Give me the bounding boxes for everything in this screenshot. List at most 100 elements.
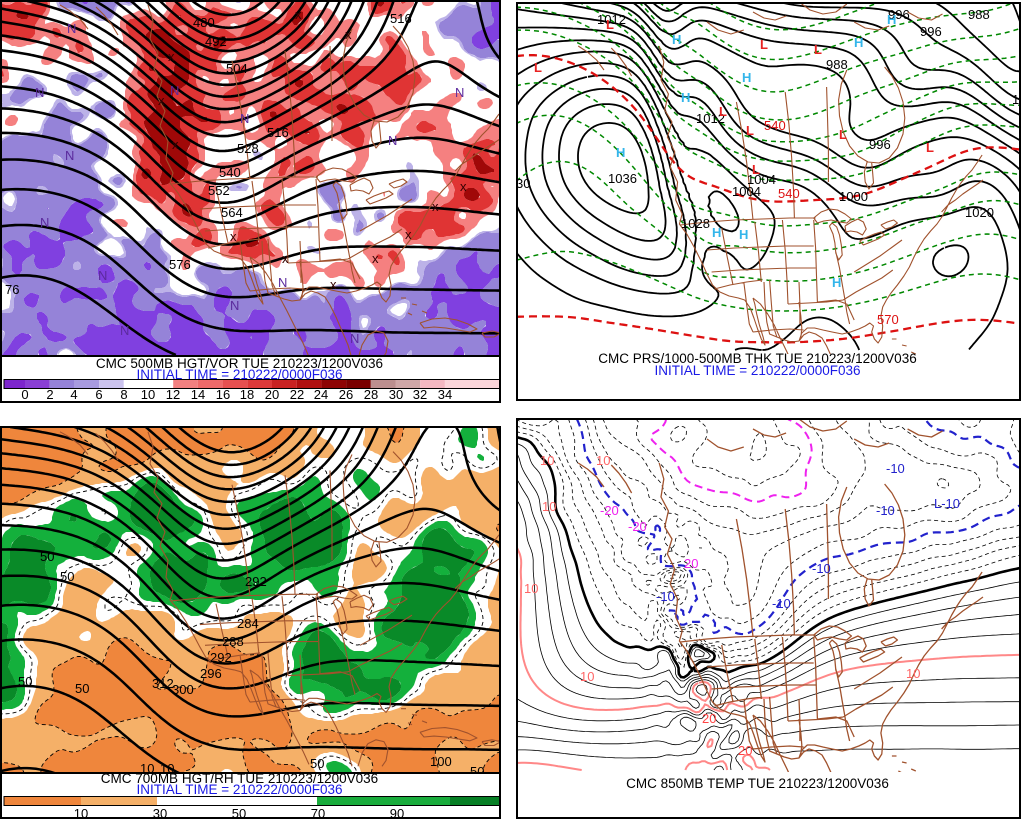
svg-text:x: x (460, 179, 467, 194)
svg-text:H: H (616, 145, 625, 160)
svg-text:x: x (432, 199, 439, 214)
svg-text:70: 70 (311, 806, 325, 820)
svg-text:50: 50 (75, 681, 89, 696)
svg-text:300: 300 (172, 682, 194, 697)
svg-text:H: H (742, 70, 751, 85)
svg-text:x: x (330, 277, 337, 292)
svg-text:x: x (282, 251, 289, 266)
svg-text:x: x (345, 27, 352, 42)
svg-text:996: 996 (920, 24, 942, 39)
svg-text:50: 50 (310, 756, 324, 771)
svg-text:50: 50 (40, 549, 54, 564)
svg-text:12: 12 (166, 387, 180, 401)
svg-text:0: 0 (21, 387, 28, 401)
svg-text:L: L (839, 127, 847, 142)
svg-text:540: 540 (219, 165, 241, 180)
svg-text:10: 10 (540, 453, 554, 468)
svg-text:-10: -10 (812, 561, 831, 576)
svg-text:N: N (388, 133, 397, 148)
svg-text:20: 20 (265, 387, 279, 401)
svg-text:76: 76 (5, 282, 19, 297)
svg-text:312: 312 (152, 676, 174, 691)
svg-text:552: 552 (208, 183, 230, 198)
svg-text:N: N (120, 323, 129, 338)
svg-text:10: 10 (140, 761, 154, 774)
svg-text:L: L (746, 123, 754, 138)
svg-text:L: L (814, 42, 822, 57)
svg-text:H: H (887, 12, 896, 27)
svg-text:492: 492 (205, 34, 227, 49)
svg-text:H: H (832, 275, 841, 290)
svg-text:28: 28 (364, 387, 378, 401)
svg-text:14: 14 (191, 387, 205, 401)
svg-text:288: 288 (222, 634, 244, 649)
svg-text:N: N (350, 331, 359, 346)
svg-text:-10: -10 (656, 589, 675, 604)
svg-text:4: 4 (70, 387, 77, 401)
svg-text:N: N (67, 21, 76, 36)
svg-text:1000: 1000 (839, 189, 868, 204)
svg-text:292: 292 (210, 650, 232, 665)
svg-text:34: 34 (438, 387, 452, 401)
svg-text:50: 50 (232, 806, 246, 820)
svg-text:292: 292 (245, 574, 267, 589)
svg-text:22: 22 (290, 387, 304, 401)
svg-text:x: x (372, 251, 379, 266)
svg-text:H: H (712, 225, 721, 240)
svg-text:30: 30 (153, 806, 167, 820)
svg-text:10: 10 (580, 669, 594, 684)
svg-text:24: 24 (314, 387, 328, 401)
svg-text:570: 570 (877, 312, 899, 327)
svg-text:10: 10 (542, 499, 556, 514)
svg-text:516: 516 (267, 125, 289, 140)
svg-text:x: x (158, 93, 165, 108)
svg-text:50: 50 (18, 674, 32, 689)
svg-text:20: 20 (738, 743, 752, 758)
svg-text:480: 480 (193, 15, 215, 30)
svg-text:N: N (35, 85, 44, 100)
svg-text:576: 576 (169, 257, 191, 272)
svg-text:L: L (534, 60, 542, 75)
svg-text:32: 32 (413, 387, 427, 401)
svg-text:1004: 1004 (732, 184, 761, 199)
svg-text:H: H (681, 90, 690, 105)
svg-text:x: x (230, 229, 237, 244)
svg-text:L: L (926, 140, 934, 155)
svg-text:540: 540 (778, 186, 800, 201)
svg-text:50: 50 (60, 569, 74, 584)
svg-text:1012: 1012 (696, 111, 725, 126)
svg-text:x: x (168, 49, 175, 64)
svg-text:N: N (230, 298, 239, 313)
svg-text:N: N (240, 111, 249, 126)
svg-text:N: N (455, 85, 464, 100)
svg-text:-10: -10 (886, 461, 905, 476)
svg-text:H: H (672, 32, 681, 47)
svg-text:1028: 1028 (681, 216, 710, 231)
svg-text:L-10: L-10 (934, 496, 960, 511)
svg-text:30: 30 (518, 176, 530, 191)
svg-text:10: 10 (141, 387, 155, 401)
svg-text:H: H (854, 35, 863, 50)
svg-text:N: N (40, 215, 49, 230)
svg-text:16: 16 (216, 387, 230, 401)
svg-text:10: 10 (524, 581, 538, 596)
svg-text:988: 988 (826, 57, 848, 72)
svg-text:8: 8 (120, 387, 127, 401)
svg-text:N: N (98, 268, 107, 283)
svg-text:10: 10 (1012, 92, 1019, 107)
svg-text:540: 540 (764, 118, 786, 133)
svg-text:90: 90 (390, 806, 404, 820)
svg-text:L: L (719, 104, 727, 119)
svg-text:1036: 1036 (608, 171, 637, 186)
svg-text:1020: 1020 (965, 205, 994, 220)
svg-text:-10: -10 (772, 596, 791, 611)
svg-text:x: x (405, 227, 412, 242)
svg-text:988: 988 (968, 7, 990, 22)
svg-text:30: 30 (389, 387, 403, 401)
svg-text:2: 2 (46, 387, 53, 401)
svg-text:-20: -20 (600, 503, 619, 518)
svg-text:564: 564 (221, 205, 243, 220)
svg-text:6: 6 (95, 387, 102, 401)
svg-text:N: N (65, 148, 74, 163)
svg-text:996: 996 (888, 7, 910, 22)
